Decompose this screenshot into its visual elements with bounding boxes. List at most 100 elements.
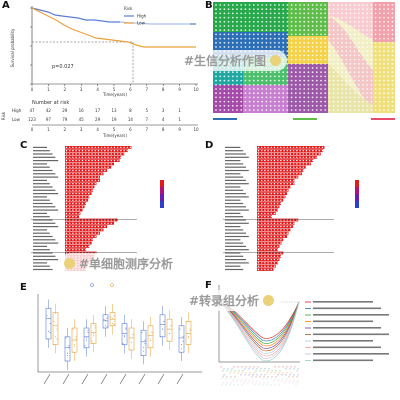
- grid-dot: [349, 37, 352, 40]
- grid-dot: [324, 58, 327, 61]
- go-term-label: [33, 265, 50, 267]
- grid-dot: [320, 20, 322, 23]
- go-dot: [273, 225, 276, 228]
- grid-dot: [357, 29, 360, 32]
- grid-dot: [282, 96, 285, 99]
- go-dot: [78, 153, 80, 155]
- go-dot: [277, 192, 279, 195]
- grid-dot: [357, 96, 360, 99]
- grid-dot: [383, 104, 385, 107]
- go-term-label: [33, 268, 53, 271]
- go-dot: [72, 245, 74, 248]
- box-point: [143, 350, 144, 352]
- grid-dot: [244, 75, 247, 78]
- go-dot: [270, 163, 272, 165]
- grid-dot: [219, 41, 222, 44]
- go-dot: [273, 229, 276, 231]
- grid-dot: [303, 16, 306, 19]
- grid-dot: [244, 8, 247, 11]
- grid-dot: [227, 96, 230, 99]
- go-dot: [65, 150, 68, 152]
- go-term-label: [225, 252, 241, 254]
- grid-dot: [328, 33, 331, 36]
- go-dot: [257, 176, 260, 178]
- box-point: [129, 349, 131, 351]
- go-term-label: [33, 193, 59, 195]
- grid-dot: [332, 41, 335, 44]
- go-dot: [270, 192, 272, 195]
- grid-dot: [303, 25, 306, 27]
- go-dot: [117, 156, 119, 158]
- go-dot: [293, 169, 295, 172]
- go-dot: [283, 173, 285, 175]
- go-dot: [75, 146, 77, 149]
- grid-dot: [383, 46, 385, 48]
- grid-dot: [299, 67, 301, 69]
- grid-dot: [320, 12, 322, 15]
- grid-dot: [320, 67, 322, 69]
- go-dot: [107, 150, 109, 152]
- go-dot: [318, 153, 320, 155]
- grid-dot: [383, 79, 385, 82]
- grid-dot: [261, 71, 264, 74]
- go-dot: [101, 169, 103, 172]
- grid-dot: [278, 12, 280, 15]
- go-dot: [94, 183, 97, 185]
- box-point: [144, 339, 146, 341]
- grid-dot: [362, 62, 364, 65]
- grid-dot: [349, 83, 352, 86]
- grid-dot: [219, 37, 222, 40]
- box-x-label-mark: [157, 373, 165, 385]
- grid-dot: [294, 104, 297, 107]
- grid-dot: [240, 100, 243, 103]
- grid-dot: [320, 71, 322, 74]
- go-dot: [65, 186, 68, 188]
- go-dot: [78, 169, 80, 172]
- grid-dot: [227, 29, 230, 32]
- grid-dot: [252, 25, 255, 27]
- grid-dot: [294, 37, 297, 40]
- grid-dot: [370, 75, 373, 78]
- grid-dot: [219, 12, 222, 15]
- go-bar: [65, 192, 92, 195]
- grid-dot: [236, 88, 238, 90]
- go-term-label: [33, 153, 53, 155]
- grid-dot: [320, 109, 322, 111]
- risk-row-low-label: Low: [12, 117, 21, 122]
- grid-dot: [320, 62, 322, 65]
- grid-dot: [223, 8, 226, 11]
- grid-dot: [332, 8, 335, 11]
- grid-dot: [311, 100, 314, 103]
- go-dot: [65, 196, 68, 198]
- grid-dot: [328, 96, 331, 99]
- go-bar: [257, 264, 276, 268]
- grid-dot: [273, 16, 276, 19]
- box-point: [188, 336, 189, 338]
- go-dot: [296, 166, 298, 168]
- grid-dot: [353, 33, 356, 36]
- grid-dot: [341, 75, 343, 78]
- grid-dot: [311, 54, 314, 57]
- gsea-legend-label: [313, 320, 373, 323]
- go-dot: [289, 173, 292, 175]
- go-dot: [85, 229, 87, 231]
- grid-dot: [378, 41, 381, 44]
- grid-dot: [236, 33, 238, 36]
- go-dot: [75, 229, 77, 231]
- go-term-label: [33, 196, 47, 198]
- grid-dot: [383, 41, 385, 44]
- go-dot: [261, 229, 263, 231]
- go-dot: [101, 150, 103, 152]
- grid-dot: [278, 46, 280, 48]
- go-dot: [280, 199, 282, 201]
- grid-dot: [353, 41, 356, 44]
- go-dot: [273, 262, 276, 264]
- go-dot: [267, 245, 269, 248]
- grid-dot: [294, 96, 297, 99]
- go-dot: [88, 186, 90, 188]
- grid-dot: [383, 8, 385, 11]
- grid-dot: [378, 75, 381, 78]
- grid-dot: [236, 104, 238, 107]
- go-dot: [261, 196, 263, 198]
- go-dot: [101, 159, 103, 162]
